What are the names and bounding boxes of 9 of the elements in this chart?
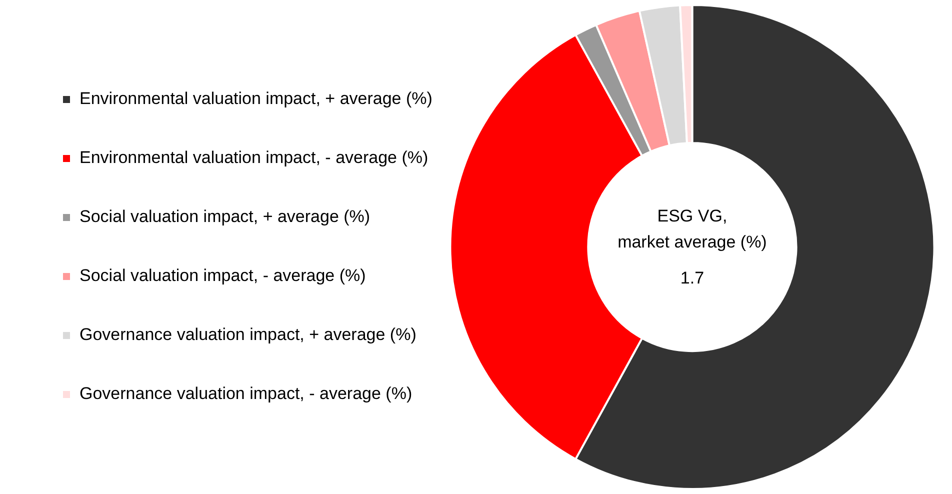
legend-label: Governance valuation impact, + average (%) <box>80 325 416 344</box>
text: ESG VG, <box>657 206 728 226</box>
legend-label: Social valuation impact, - average (%) <box>80 266 366 286</box>
legend-label: Governance valuation impact, - average (%) <box>80 384 412 404</box>
text: market average (%) <box>618 232 767 252</box>
legend-label: Environmental valuation impact, - average (%) <box>80 148 428 168</box>
legend-label: Environmental valuation impact, + average (%) <box>80 89 432 108</box>
text: 1.7 <box>680 268 704 288</box>
legend-label: Social valuation impact, + average (%) <box>80 207 370 226</box>
